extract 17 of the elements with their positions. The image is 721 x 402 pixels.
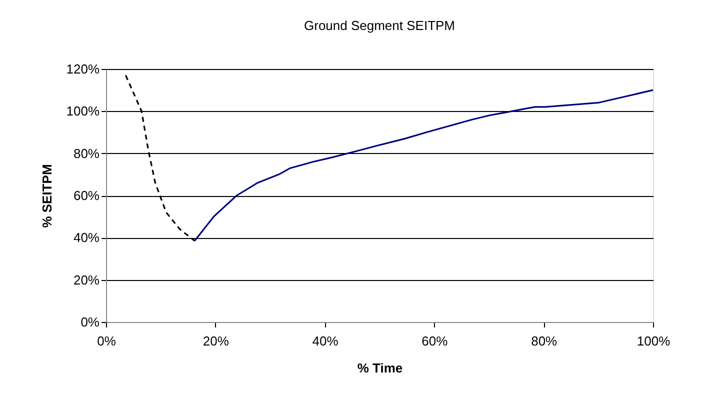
y-tick-label: 20%: [73, 272, 100, 288]
y-axis-title: % SEITPM: [39, 164, 54, 228]
x-tick-label: 40%: [312, 334, 339, 348]
x-tick-label: 100%: [636, 334, 671, 348]
x-tick-label: 60%: [422, 334, 448, 348]
y-tick-label: 60%: [73, 188, 100, 203]
x-axis-title: % Time: [357, 360, 403, 376]
y-tick-label: 80%: [73, 146, 100, 161]
chart-title: Ground Segment SEITPM: [304, 18, 456, 33]
x-tick-label: 0%: [97, 334, 116, 348]
y-tick-label: 0%: [80, 314, 100, 330]
x-tick-label: 20%: [202, 334, 230, 348]
y-tick-label: 120%: [66, 62, 100, 76]
line-series: [194, 89, 654, 242]
x-tick-label: 80%: [531, 334, 558, 348]
y-tick-label: 40%: [73, 230, 100, 246]
y-tick-label: 100%: [66, 104, 100, 119]
